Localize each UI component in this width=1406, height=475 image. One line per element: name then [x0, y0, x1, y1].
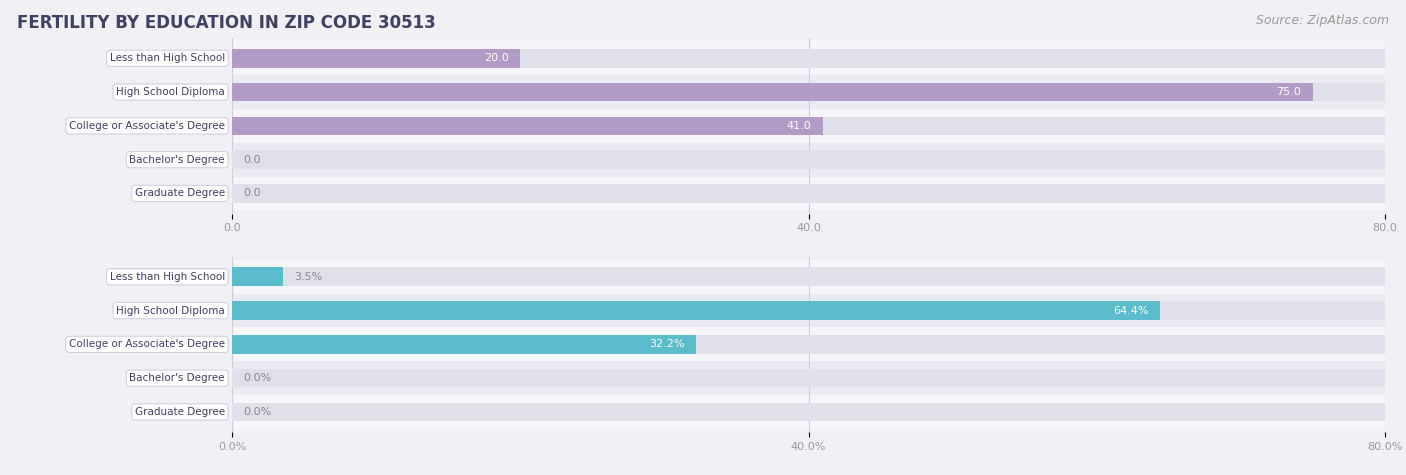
Bar: [232, 116, 1385, 135]
Text: 3.5%: 3.5%: [294, 272, 322, 282]
Bar: [232, 83, 1385, 101]
Text: Less than High School: Less than High School: [110, 272, 225, 282]
Bar: [232, 260, 1385, 294]
Bar: [232, 177, 1385, 210]
Bar: [232, 335, 1385, 354]
Text: College or Associate's Degree: College or Associate's Degree: [69, 339, 225, 350]
Bar: [232, 403, 1385, 421]
Bar: [232, 267, 283, 286]
Text: 64.4%: 64.4%: [1114, 305, 1149, 315]
Text: Bachelor's Degree: Bachelor's Degree: [129, 373, 225, 383]
Text: FERTILITY BY EDUCATION IN ZIP CODE 30513: FERTILITY BY EDUCATION IN ZIP CODE 30513: [17, 14, 436, 32]
Text: 0.0: 0.0: [243, 189, 262, 199]
Text: College or Associate's Degree: College or Associate's Degree: [69, 121, 225, 131]
Text: 32.2%: 32.2%: [650, 339, 685, 350]
Text: Graduate Degree: Graduate Degree: [135, 407, 225, 417]
Bar: [232, 301, 1385, 320]
Bar: [232, 49, 520, 67]
Text: High School Diploma: High School Diploma: [117, 87, 225, 97]
Text: 41.0: 41.0: [787, 121, 811, 131]
Text: 20.0: 20.0: [484, 53, 509, 63]
Bar: [232, 301, 1160, 320]
Text: 0.0%: 0.0%: [243, 407, 271, 417]
Bar: [232, 294, 1385, 327]
Bar: [232, 75, 1385, 109]
Bar: [232, 109, 1385, 143]
Bar: [232, 151, 1385, 169]
Bar: [232, 335, 696, 354]
Text: 75.0: 75.0: [1277, 87, 1302, 97]
Text: Graduate Degree: Graduate Degree: [135, 189, 225, 199]
Bar: [232, 143, 1385, 177]
Text: Source: ZipAtlas.com: Source: ZipAtlas.com: [1256, 14, 1389, 27]
Bar: [232, 361, 1385, 395]
Bar: [232, 267, 1385, 286]
Bar: [232, 116, 823, 135]
Bar: [232, 369, 1385, 388]
Text: 0.0: 0.0: [243, 155, 262, 165]
Text: High School Diploma: High School Diploma: [117, 305, 225, 315]
Text: Bachelor's Degree: Bachelor's Degree: [129, 155, 225, 165]
Text: 0.0%: 0.0%: [243, 373, 271, 383]
Bar: [232, 327, 1385, 361]
Bar: [232, 184, 1385, 203]
Bar: [232, 49, 1385, 67]
Bar: [232, 395, 1385, 429]
Bar: [232, 41, 1385, 75]
Text: Less than High School: Less than High School: [110, 53, 225, 63]
Bar: [232, 83, 1313, 101]
